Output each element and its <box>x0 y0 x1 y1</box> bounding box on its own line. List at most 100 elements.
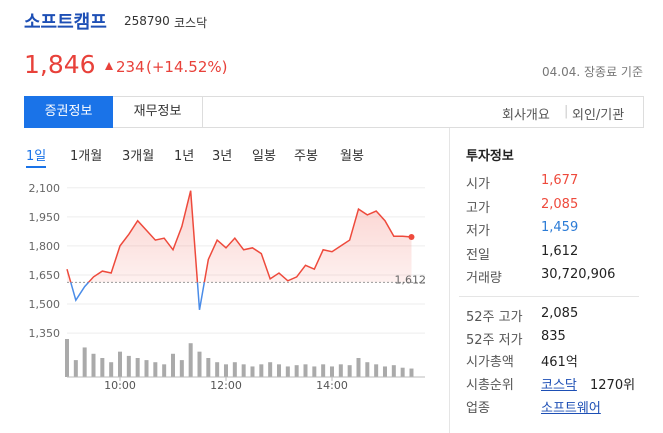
volume-bar <box>179 360 184 377</box>
y-tick-label: 1,500 <box>29 298 61 311</box>
volume-bar <box>400 367 405 377</box>
period-tab[interactable]: 3년 <box>212 149 233 164</box>
up-arrow <box>105 62 113 70</box>
price-line <box>66 190 412 283</box>
volume-bar <box>206 358 211 377</box>
volume-bar <box>170 353 175 377</box>
y-tick-label: 1,800 <box>29 240 61 253</box>
volume-bar <box>382 366 387 377</box>
volume-bar <box>197 351 202 377</box>
row-label: 전일 <box>466 247 490 263</box>
y-tick-label: 1,950 <box>29 211 61 224</box>
row-value: 835 <box>541 328 566 344</box>
row-value: 461억 <box>541 355 578 370</box>
reference-label: 1,612 <box>395 273 427 286</box>
y-tick-label: 1,350 <box>29 327 61 340</box>
volume-bar <box>303 364 308 377</box>
row-label: 시가총액 <box>466 355 514 370</box>
volume-bar <box>321 364 326 377</box>
volume-bar <box>241 364 246 377</box>
last-point <box>408 233 415 240</box>
row-label: 52주 고가 <box>466 310 523 325</box>
x-tick-label: 10:00 <box>104 379 136 392</box>
change: 234 <box>116 58 145 76</box>
volume-bar <box>294 365 299 377</box>
volume-bar <box>153 362 158 377</box>
tab-active[interactable]: 증권정보 <box>24 96 113 128</box>
volume-bar <box>338 364 343 377</box>
volume-bar <box>91 353 96 377</box>
volume-bar <box>365 362 370 377</box>
panel-title: 투자정보 <box>466 149 514 164</box>
volume-bar <box>409 368 414 377</box>
y-tick-label: 1,650 <box>29 269 61 282</box>
row-value: 2,085 <box>541 196 579 212</box>
link[interactable]: 외인/기관 <box>572 108 625 123</box>
period-tab[interactable]: 3개월 <box>122 149 155 164</box>
volume-bar <box>135 358 140 377</box>
row-label: 저가 <box>466 224 490 239</box>
market: 코스닥 <box>174 16 208 30</box>
section-divider <box>459 296 639 297</box>
volume-bar <box>100 358 105 377</box>
volume-bar <box>144 360 149 377</box>
x-tick-label: 14:00 <box>316 379 348 392</box>
row-label: 시총순위 <box>466 378 514 393</box>
link[interactable]: 회사개요 <box>502 108 550 123</box>
panel-divider <box>449 128 450 433</box>
period-tab[interactable]: 월봉 <box>340 149 364 164</box>
price-area <box>67 190 412 283</box>
volume-bar <box>259 364 264 377</box>
volume-bar <box>268 362 273 377</box>
row-label: 시가 <box>466 177 490 192</box>
volume-bar <box>285 366 290 377</box>
row-label: 고가 <box>466 200 490 216</box>
volume-bar <box>356 358 361 377</box>
volume-bar <box>329 366 334 377</box>
volume-bar <box>391 365 396 377</box>
volume-bar <box>215 362 220 377</box>
period-tab[interactable]: 1개월 <box>70 149 103 164</box>
y-tick-label: 2,100 <box>29 182 61 195</box>
volume-bar <box>126 355 131 377</box>
stock-name[interactable]: 소프트캠프 <box>24 12 107 33</box>
volume-bar <box>65 339 69 377</box>
volume-bar <box>232 362 237 377</box>
row-value: 30,720,906 <box>541 267 616 282</box>
volume-bar <box>162 364 167 377</box>
volume-bar <box>82 347 87 377</box>
stock-code: 258790 <box>124 14 170 28</box>
as-of: 04.04. 장종료 기준 <box>542 65 643 79</box>
volume-bar <box>347 365 352 377</box>
period-tab[interactable]: 주봉 <box>294 149 318 164</box>
volume-bar <box>312 366 317 377</box>
row-value: 1,677 <box>541 173 579 188</box>
row-label: 업종 <box>466 401 490 416</box>
row-value: 1270위 <box>590 378 636 393</box>
row-value: 1,612 <box>541 243 579 259</box>
period-tab[interactable]: 1년 <box>174 149 195 164</box>
volume-bar <box>374 364 379 377</box>
row-label: 52주 저가 <box>466 332 523 348</box>
period-tab[interactable]: 일봉 <box>252 149 276 164</box>
volume-bar <box>117 351 122 377</box>
volume-bar <box>73 360 78 377</box>
tab[interactable]: 재무정보 <box>113 96 203 128</box>
sector-link[interactable]: 소프트웨어 <box>541 401 601 416</box>
volume-bar <box>250 366 255 377</box>
volume-bar <box>276 364 281 377</box>
row-value: 1,459 <box>541 220 579 235</box>
price: 1,846 <box>24 50 96 79</box>
divider: | <box>564 104 569 119</box>
x-tick-label: 12:00 <box>210 379 242 392</box>
rank-link[interactable]: 코스닥 <box>541 378 577 393</box>
row-label: 거래량 <box>466 271 502 286</box>
volume-bar <box>109 362 114 377</box>
volume-bar <box>223 364 228 377</box>
row-value: 2,085 <box>541 306 579 321</box>
change-pct: (+14.52%) <box>146 58 228 76</box>
period-tab[interactable]: 1일 <box>26 145 47 168</box>
volume-bar <box>188 343 193 377</box>
chart: 1,350 1,500 1,650 1,800 1,950 2,100 1,612 10:00… <box>29 182 427 392</box>
